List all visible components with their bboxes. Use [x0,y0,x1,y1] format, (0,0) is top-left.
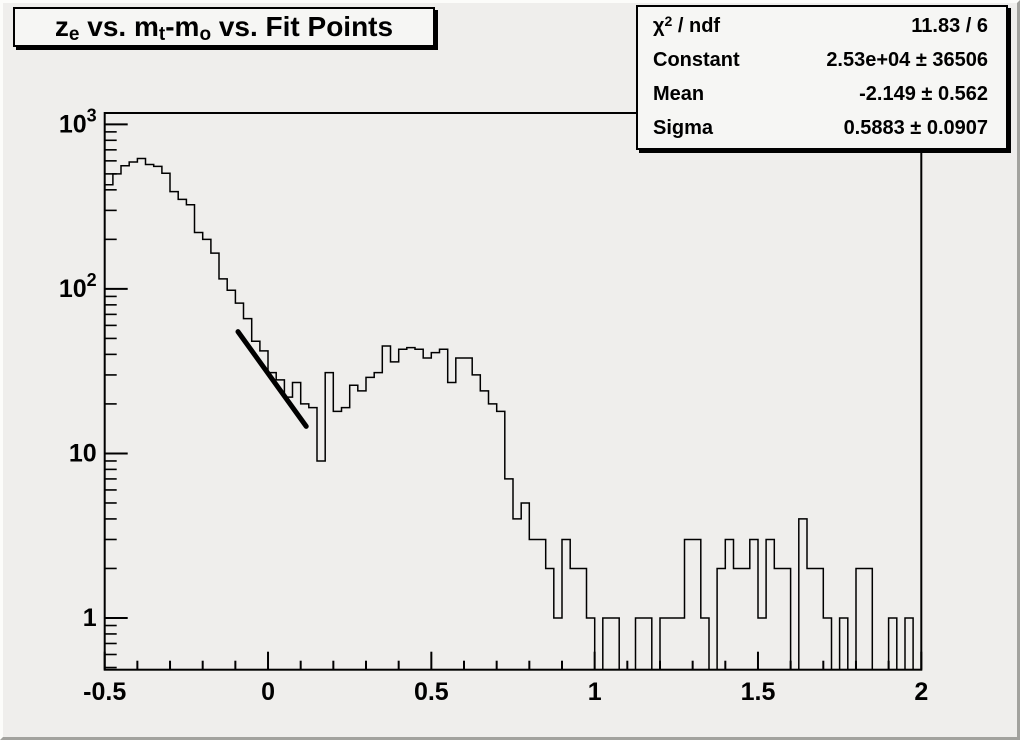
title-segment: z [54,11,69,42]
stats-value: 2.53e+04 ± 36506 [826,49,988,72]
stats-value: 11.83 / 6 [911,15,988,38]
histogram-plot: -0.5 0 0.5 1 1.5 2 1 10 102 103 [59,105,928,706]
stats-label: χ2 / ndf [653,13,721,38]
plot-frame [103,112,923,671]
x-axis-tick-label: 2 [914,678,928,706]
stats-label-superscript: 2 [664,13,673,30]
title-segment: vs. Fit Points [211,11,394,42]
title-subscript: t [158,24,166,45]
stats-row: Sigma 0.5883 ± 0.0907 [653,111,988,145]
y-axis-tick-label: 103 [59,105,97,138]
title-segment: vs. m [79,11,159,42]
x-axis-tick-label: 1 [588,678,602,706]
x-axis-tick-label: 1.5 [741,678,776,706]
x-axis-tick-label: -0.5 [83,678,126,706]
x-axis-tick-label: 0 [261,678,275,706]
fit-stats-box: χ2 / ndf 11.83 / 6 Constant 2.53e+04 ± 3650… [636,5,1008,150]
x-axis-tick-label: 0.5 [414,678,449,706]
stats-value: 0.5883 ± 0.0907 [843,116,988,139]
gaussian-fit-line [235,329,309,429]
y-axis-tick-label: 10 [69,439,97,467]
stats-label: Mean [653,82,705,105]
histogram-outline [104,157,922,671]
y-axis-tick-label: 1 [83,604,97,632]
stats-row: Constant 2.53e+04 ± 36506 [653,44,988,78]
stats-value: -2.149 ± 0.562 [859,82,988,105]
stats-label: Constant [653,49,740,72]
title-subscript: e [68,24,80,45]
y-axis-tick-label: 102 [59,270,97,303]
stats-row: Mean -2.149 ± 0.562 [653,78,988,112]
stats-label: Sigma [653,116,714,139]
stats-row: χ2 / ndf 11.83 / 6 [653,10,988,44]
title-subscript: o [199,24,212,45]
title-segment: -m [165,11,200,42]
